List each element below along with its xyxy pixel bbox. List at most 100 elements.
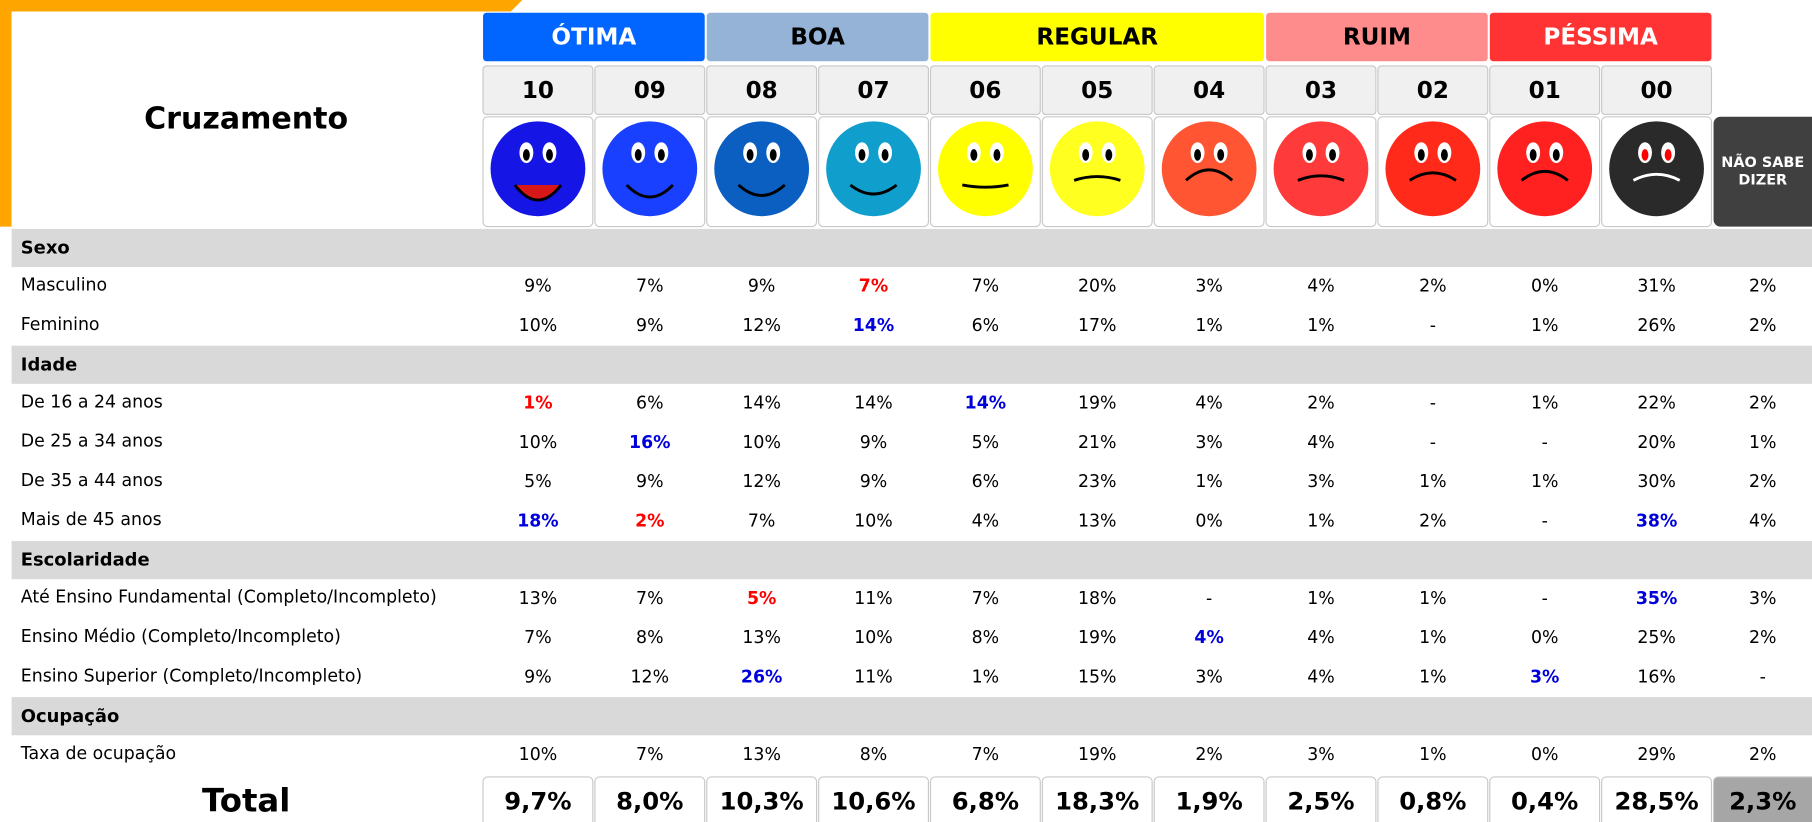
cell-value: 2% bbox=[1749, 277, 1776, 297]
group-header: BOA bbox=[790, 25, 845, 51]
cell-value: 3% bbox=[1530, 667, 1559, 687]
cell-value: 3% bbox=[1195, 277, 1222, 297]
cell-value: - bbox=[1760, 667, 1766, 687]
score-label: 06 bbox=[969, 78, 1001, 104]
section-band bbox=[12, 229, 1812, 267]
cell-value: 9% bbox=[748, 277, 775, 297]
cell-value: 14% bbox=[853, 316, 894, 336]
cell-value: 1% bbox=[1307, 589, 1334, 609]
score-label: 09 bbox=[634, 78, 666, 104]
row-label: De 35 a 44 anos bbox=[21, 471, 163, 491]
face bbox=[1609, 121, 1704, 216]
cell-value: 4% bbox=[1195, 393, 1222, 413]
cell-value: 19% bbox=[1078, 393, 1117, 413]
face-pupil bbox=[993, 149, 1000, 161]
cell-value: 10% bbox=[519, 433, 558, 453]
cell-value: 30% bbox=[1637, 472, 1676, 492]
total-value: 10,6% bbox=[831, 786, 915, 815]
cell-value: - bbox=[1430, 433, 1436, 453]
cell-value: 22% bbox=[1637, 393, 1676, 413]
cell-value: - bbox=[1430, 316, 1436, 336]
cell-value: 17% bbox=[1078, 316, 1117, 336]
cell-value: 1% bbox=[1419, 589, 1446, 609]
face-pupil bbox=[1306, 149, 1313, 161]
total-value: 9,7% bbox=[504, 786, 571, 815]
section-title: Ocupação bbox=[21, 706, 119, 727]
score-label: 03 bbox=[1305, 78, 1337, 104]
cell-value: 13% bbox=[1078, 511, 1117, 531]
cell-value: 1% bbox=[523, 393, 552, 413]
cell-value: 0% bbox=[1531, 628, 1558, 648]
face-pupil bbox=[1665, 149, 1672, 161]
cell-value: 23% bbox=[1078, 472, 1117, 492]
cell-value: 1% bbox=[1531, 316, 1558, 336]
cell-value: 9% bbox=[860, 433, 887, 453]
cell-value: 3% bbox=[1195, 433, 1222, 453]
cell-value: 9% bbox=[636, 472, 663, 492]
cell-value: 1% bbox=[1419, 628, 1446, 648]
cell-value: 0% bbox=[1195, 511, 1222, 531]
cell-value: - bbox=[1542, 511, 1548, 531]
cell-value: 5% bbox=[747, 589, 776, 609]
face-pupil bbox=[1194, 149, 1201, 161]
cell-value: 16% bbox=[1637, 667, 1676, 687]
cell-value: 7% bbox=[636, 589, 663, 609]
cell-value: 4% bbox=[1307, 433, 1334, 453]
cell-value: 10% bbox=[519, 316, 558, 336]
score-label: 00 bbox=[1640, 78, 1672, 104]
cell-value: 2% bbox=[1195, 745, 1222, 765]
row-label: De 25 a 34 anos bbox=[21, 432, 163, 452]
cell-value: 2% bbox=[1749, 316, 1776, 336]
cell-value: 7% bbox=[748, 511, 775, 531]
cell-value: 26% bbox=[1637, 316, 1676, 336]
cell-value: 12% bbox=[631, 667, 670, 687]
cell-value: 5% bbox=[972, 433, 999, 453]
cell-value: 1% bbox=[1307, 316, 1334, 336]
cell-value: 19% bbox=[1078, 628, 1117, 648]
cell-value: - bbox=[1542, 433, 1548, 453]
cell-value: 11% bbox=[854, 589, 893, 609]
table-title: Cruzamento bbox=[144, 102, 348, 137]
cell-value: 2% bbox=[1307, 393, 1334, 413]
cell-value: 2% bbox=[1749, 393, 1776, 413]
cell-value: 1% bbox=[972, 667, 999, 687]
row-label: Até Ensino Fundamental (Completo/Incompl… bbox=[21, 588, 437, 608]
score-label: 05 bbox=[1081, 78, 1113, 104]
group-header: RUIM bbox=[1343, 25, 1411, 51]
row-label: Taxa de ocupação bbox=[20, 744, 176, 764]
total-value: 1,9% bbox=[1175, 786, 1242, 815]
cell-value: 20% bbox=[1078, 277, 1117, 297]
section-band bbox=[12, 346, 1812, 384]
face-pupil bbox=[1418, 149, 1425, 161]
face bbox=[1497, 121, 1592, 216]
cell-value: 7% bbox=[636, 277, 663, 297]
cell-value: 35% bbox=[1636, 589, 1677, 609]
group-header: ÓTIMA bbox=[551, 23, 636, 51]
cell-value: 8% bbox=[636, 628, 663, 648]
cell-value: 25% bbox=[1637, 628, 1676, 648]
cell-value: 7% bbox=[524, 628, 551, 648]
cell-value: 21% bbox=[1078, 433, 1117, 453]
cell-value: 18% bbox=[1078, 589, 1117, 609]
cell-value: 2% bbox=[1749, 628, 1776, 648]
cell-value: 29% bbox=[1637, 745, 1676, 765]
total-label: Total bbox=[202, 781, 290, 819]
cell-value: 1% bbox=[1531, 393, 1558, 413]
cell-value: 2% bbox=[1749, 472, 1776, 492]
cell-value: 10% bbox=[854, 628, 893, 648]
cell-value: 2% bbox=[1419, 277, 1446, 297]
score-label: 02 bbox=[1417, 78, 1449, 104]
cell-value: 7% bbox=[972, 277, 999, 297]
face bbox=[1050, 121, 1145, 216]
face-pupil bbox=[970, 149, 977, 161]
total-value: 8,0% bbox=[616, 786, 683, 815]
cell-value: 1% bbox=[1419, 745, 1446, 765]
face-pupil bbox=[1441, 149, 1448, 161]
row-label: Feminino bbox=[21, 315, 100, 335]
cell-value: 13% bbox=[519, 589, 558, 609]
cell-value: 9% bbox=[636, 316, 663, 336]
row-label: Masculino bbox=[21, 276, 107, 296]
cell-value: 14% bbox=[854, 393, 893, 413]
total-value: 10,3% bbox=[720, 786, 804, 815]
cell-value: 10% bbox=[742, 433, 781, 453]
